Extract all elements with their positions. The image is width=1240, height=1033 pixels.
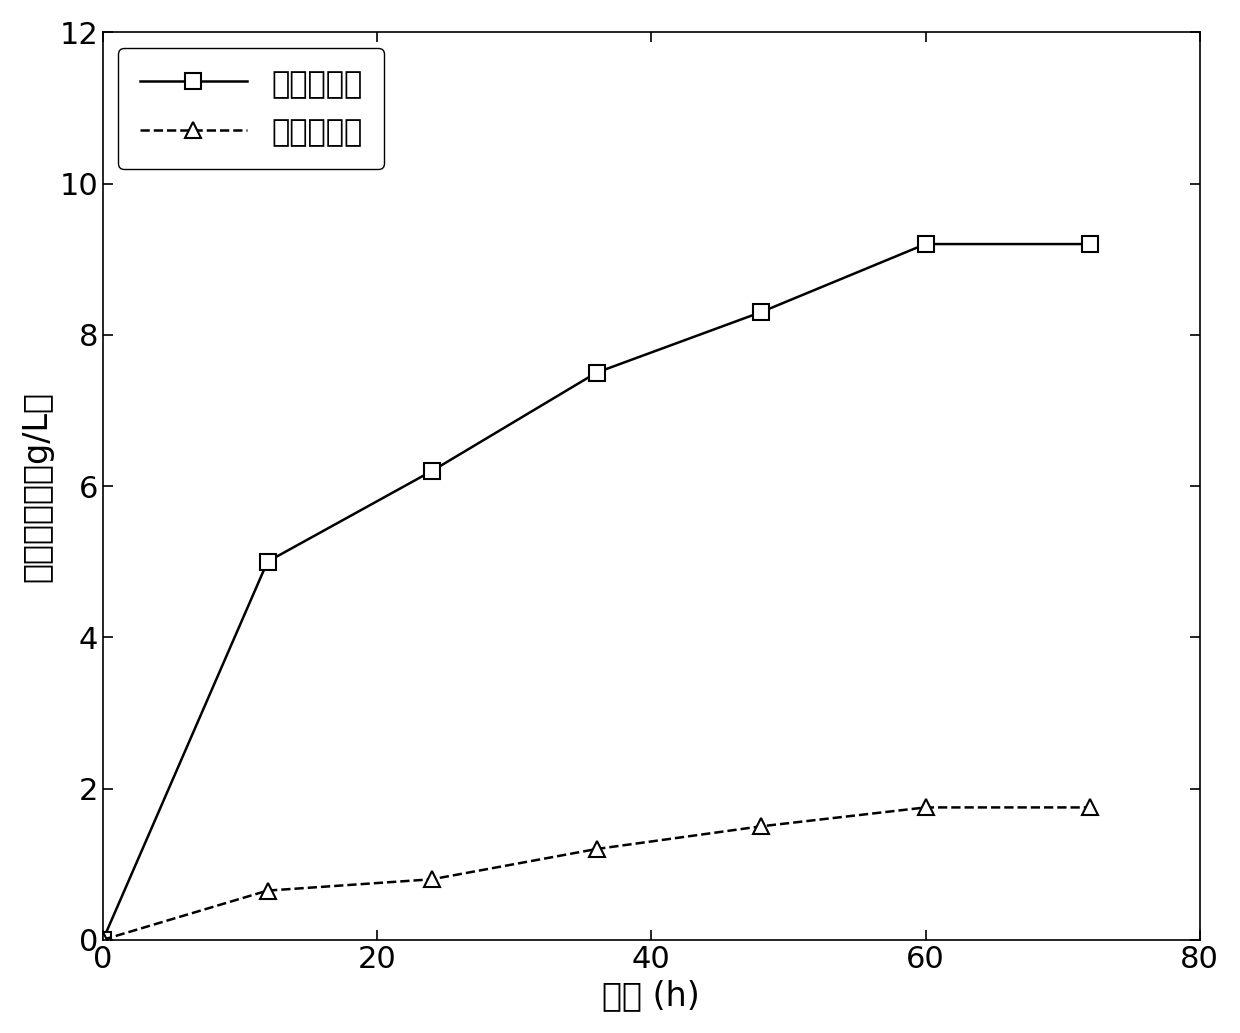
- 组合预处理: [95, 934, 110, 946]
- 未经预处理: [1083, 802, 1097, 814]
- Y-axis label: 还原糖浓度（g/L）: 还原糖浓度（g/L）: [21, 390, 53, 582]
- 组合预处理: [754, 306, 769, 318]
- 未经预处理: [918, 802, 932, 814]
- 组合预处理: [260, 556, 275, 568]
- 未经预处理: [589, 843, 604, 855]
- 未经预处理: [95, 934, 110, 946]
- 组合预处理: [1083, 238, 1097, 250]
- 组合预处理: [918, 238, 932, 250]
- Legend: 组合预处理, 未经预处理: 组合预处理, 未经预处理: [118, 48, 383, 169]
- 未经预处理: [424, 873, 439, 885]
- 未经预处理: [260, 884, 275, 897]
- 组合预处理: [424, 465, 439, 477]
- Line: 组合预处理: 组合预处理: [95, 237, 1097, 947]
- Line: 未经预处理: 未经预处理: [95, 800, 1097, 947]
- 未经预处理: [754, 820, 769, 833]
- X-axis label: 时间 (h): 时间 (h): [603, 979, 701, 1012]
- 组合预处理: [589, 367, 604, 379]
